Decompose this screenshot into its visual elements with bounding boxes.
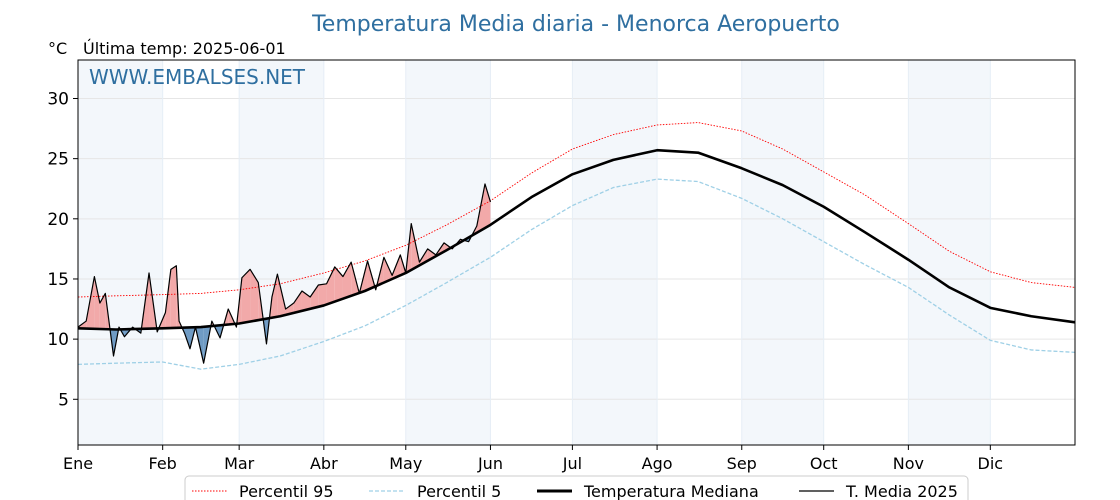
plot-frame <box>77 59 1076 446</box>
legend-label-median: Temperatura Mediana <box>583 482 759 500</box>
fill-above-median <box>170 265 177 329</box>
x-tick-label: Nov <box>893 454 924 473</box>
x-tick-label: Feb <box>149 454 177 473</box>
x-tick-label: May <box>389 454 422 473</box>
fill-above-median <box>285 303 294 315</box>
x-tick-label: Jul <box>562 454 582 473</box>
series-line-media-2025 <box>77 183 492 364</box>
series-line-percentil-5 <box>77 178 1076 370</box>
y-tick-label: 10 <box>47 330 69 350</box>
fill-above-median <box>318 283 327 307</box>
y-axis-ticks: 5 10 15 20 25 30 <box>47 90 78 410</box>
month-band <box>908 60 991 445</box>
x-tick-label: Ago <box>642 454 673 473</box>
grid-lines <box>77 60 1075 445</box>
legend: Percentil 95 Percentil 5 Temperatura Med… <box>184 475 969 500</box>
y-tick-label: 30 <box>47 90 69 110</box>
month-band <box>405 60 491 445</box>
x-tick-label: Ene <box>63 454 93 473</box>
series-line-mediana <box>77 148 1076 331</box>
fill-above-median <box>342 262 352 299</box>
x-tick-label: Jun <box>477 454 503 473</box>
series-lines <box>77 122 1076 370</box>
fill-above-median <box>334 266 343 302</box>
month-bands <box>78 60 991 445</box>
fill-above-median <box>484 183 491 228</box>
legend-label-current: T. Media 2025 <box>845 482 958 500</box>
x-tick-label: Abr <box>310 454 338 473</box>
fill-above-median <box>94 276 100 329</box>
month-band <box>239 60 324 445</box>
series-line-percentil-95 <box>77 122 1076 298</box>
month-band <box>741 60 824 445</box>
unit-label: °C <box>48 39 67 58</box>
fill-above-median <box>271 274 278 318</box>
y-tick-label: 15 <box>47 270 69 290</box>
month-band <box>78 60 163 445</box>
x-tick-label: Sep <box>727 454 757 473</box>
fill-above-median <box>99 293 106 330</box>
fill-above-median <box>293 291 302 313</box>
x-axis-ticks: Ene Feb Mar Abr May Jun Jul Ago Sep Oct Nov Dic <box>63 445 1003 473</box>
chart-title: Temperatura Media diaria - Menorca Aerop… <box>311 12 840 37</box>
fill-above-median <box>310 284 319 309</box>
y-tick-label: 5 <box>58 390 69 410</box>
month-band <box>572 60 658 445</box>
y-tick-label: 20 <box>47 210 69 230</box>
x-tick-label: Oct <box>810 454 838 473</box>
fill-above-median <box>383 257 393 283</box>
watermark: WWW.EMBALSES.NET <box>89 65 306 89</box>
legend-label-p5: Percentil 5 <box>417 482 501 500</box>
fill-above-median <box>241 269 251 324</box>
x-tick-label: Dic <box>978 454 1004 473</box>
legend-box <box>184 475 969 500</box>
fill-above-median <box>250 269 259 322</box>
fill-above-median <box>326 266 335 305</box>
x-tick-label: Mar <box>224 454 255 473</box>
y-tick-label: 25 <box>47 150 69 170</box>
last-temp-label: Última temp: 2025-06-01 <box>83 39 286 58</box>
legend-label-p95: Percentil 95 <box>239 482 334 500</box>
fill-above-median <box>427 248 436 261</box>
